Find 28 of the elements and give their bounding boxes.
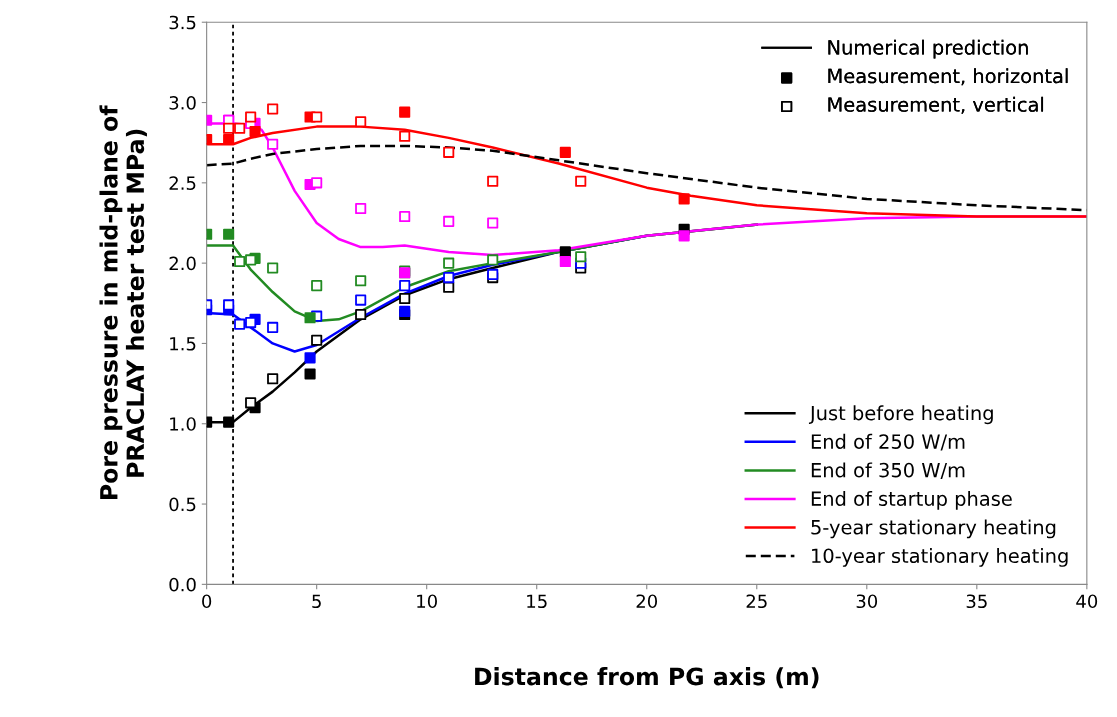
legend-label: End of 250 W/m [811, 433, 965, 451]
x-tick-label: 40 [1076, 594, 1098, 609]
y-tick-label: 2.0 [169, 256, 196, 271]
y-tick-label: 0.5 [169, 497, 196, 512]
annotation: Numerical prediction [828, 39, 1028, 59]
legend-label: Measurement, vertical [828, 96, 1044, 114]
legend-label: End of 350 W/m [811, 462, 965, 479]
x-tick-label: 25 [746, 594, 767, 609]
y-tick-label: 3.5 [169, 15, 196, 30]
x-tick-label: 30 [856, 594, 878, 609]
x-tick-label: 35 [966, 594, 987, 609]
y-tick-label: 1.5 [170, 337, 196, 351]
y-tick-label: 3.0 [169, 95, 196, 110]
x-tick-label: 20 [636, 594, 658, 609]
y-tick-label: 0.0 [169, 577, 196, 592]
x-tick-label: 5 [312, 594, 321, 609]
x-axis-title: Distance from PG axis (m) [475, 667, 819, 689]
x-tick-label: 15 [527, 594, 547, 609]
y-axis-title: Pore pressure in mid-plane of PRACLAY heater test MPa) [99, 105, 147, 499]
legend-label: 5-year stationary heating [811, 519, 1056, 539]
x-tick-label: 10 [417, 594, 437, 609]
y-tick-label: 2.5 [169, 176, 196, 190]
y-tick-label: 1.0 [170, 417, 196, 431]
legend-label: Measurement, horizontal [828, 68, 1068, 86]
legend-label: 10-year stationary heating [812, 548, 1068, 567]
x-tick-label: 0 [202, 594, 212, 609]
legend-label: End of startup phase [811, 490, 1012, 510]
legend-label: Just before heating [808, 405, 993, 425]
